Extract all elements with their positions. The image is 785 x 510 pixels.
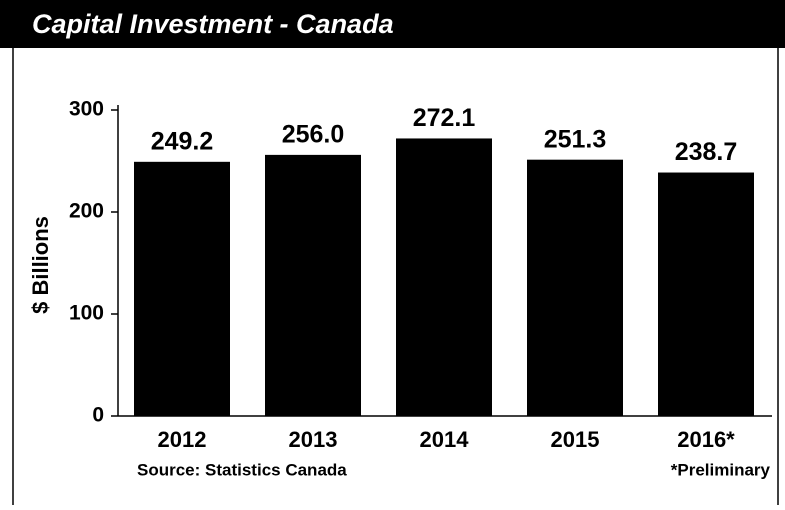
bar (527, 159, 623, 416)
y-axis-title: $ Billions (28, 216, 53, 314)
header-bar (0, 0, 785, 48)
chart-title: Capital Investment - Canada (32, 9, 394, 39)
x-tick-label: 2016* (677, 427, 735, 452)
value-label: 256.0 (282, 120, 345, 148)
y-tick-label: 0 (92, 404, 104, 427)
bar (265, 154, 361, 416)
value-label: 272.1 (413, 104, 476, 132)
source: Source: Statistics Canada (137, 460, 347, 479)
y-tick-label: 200 (69, 200, 104, 223)
x-tick-label: 2013 (289, 427, 338, 452)
note: *Preliminary (671, 460, 771, 479)
x-tick-label: 2012 (158, 427, 207, 452)
bar (658, 172, 754, 416)
x-tick-label: 2014 (420, 427, 470, 452)
x-tick-label: 2015 (551, 427, 600, 452)
value-label: 238.7 (675, 138, 738, 166)
value-label: 251.3 (544, 125, 607, 153)
value-label: 249.2 (151, 127, 214, 155)
y-tick-label: 100 (69, 302, 104, 325)
y-tick-label: 300 (69, 98, 104, 121)
bar (396, 138, 492, 416)
bar (134, 161, 230, 416)
